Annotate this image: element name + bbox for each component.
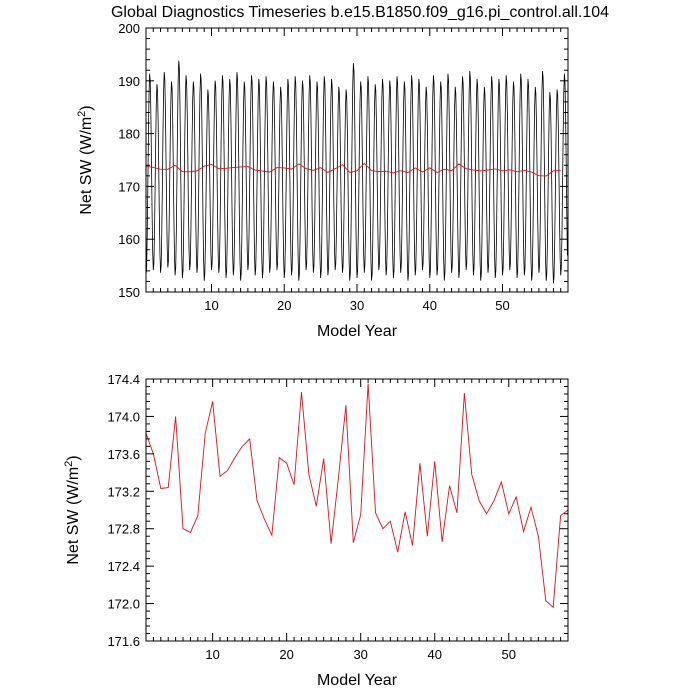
y-tick-label: 190	[118, 74, 140, 89]
x-axis-label: Model Year	[317, 672, 398, 689]
chart-title: Global Diagnostics Timeseries b.e15.B185…	[111, 4, 609, 21]
panel-2: 10 20 30 40 50 Model Year 171.6 172.0 172.4 172.8…	[63, 372, 569, 689]
y-tick-label: 171.6	[107, 634, 140, 649]
x-tick-label: 20	[277, 298, 291, 313]
y-tick-label: 172.8	[107, 522, 140, 537]
y-axis: 171.6 172.0 172.4 172.8 173.2 173.6 174.0 174.4…	[63, 372, 568, 649]
x-axis: 10 20 30 40 50 Model Year	[145, 28, 569, 340]
x-tick-label: 20	[279, 647, 293, 662]
x-tick-label: 10	[204, 298, 218, 313]
series-group	[146, 60, 568, 284]
y-tick-label: 174.4	[107, 372, 140, 387]
y-axis-label: Net SW (W/m2)	[76, 105, 95, 214]
y-tick-label: 174.0	[107, 409, 140, 424]
y-axis: 150 160 170 180 190 200 Net SW (W/m2)	[76, 21, 568, 300]
y-axis-label-main: Net SW (W/m	[65, 467, 82, 565]
series-line-1	[146, 60, 568, 284]
x-tick-label: 10	[205, 647, 219, 662]
y-axis-label-superscript: 2	[63, 461, 75, 467]
x-tick-label: 40	[428, 647, 442, 662]
panel-1: 10 20 30 40 50 Model Year 150 160 170 180 190 200 Ne…	[76, 21, 569, 340]
x-tick-label: 40	[423, 298, 437, 313]
y-axis-label-tail: )	[78, 105, 95, 110]
series-line-1	[146, 383, 568, 609]
series-group	[146, 383, 568, 609]
y-tick-label: 173.2	[107, 484, 140, 499]
plot-frame	[145, 378, 569, 642]
x-tick-label: 50	[502, 647, 516, 662]
y-tick-label: 150	[118, 285, 140, 300]
y-tick-label: 180	[118, 127, 140, 142]
y-tick-label: 160	[118, 232, 140, 247]
x-tick-label: 30	[353, 647, 367, 662]
y-axis-label-tail: )	[65, 455, 82, 460]
y-tick-label: 172.4	[107, 559, 140, 574]
x-axis: 10 20 30 40 50 Model Year	[145, 379, 569, 689]
x-tick-label: 50	[495, 298, 509, 313]
series-line-2	[146, 162, 561, 177]
y-tick-label: 172.0	[107, 597, 140, 612]
x-axis-label: Model Year	[317, 323, 398, 340]
y-axis-label: Net SW (W/m2)	[63, 455, 82, 564]
y-tick-label: 200	[118, 21, 140, 36]
x-tick-label: 30	[350, 298, 364, 313]
y-axis-label-superscript: 2	[76, 111, 88, 117]
y-tick-label: 170	[118, 179, 140, 194]
y-tick-label: 173.6	[107, 447, 140, 462]
y-axis-label-main: Net SW (W/m	[78, 117, 95, 215]
